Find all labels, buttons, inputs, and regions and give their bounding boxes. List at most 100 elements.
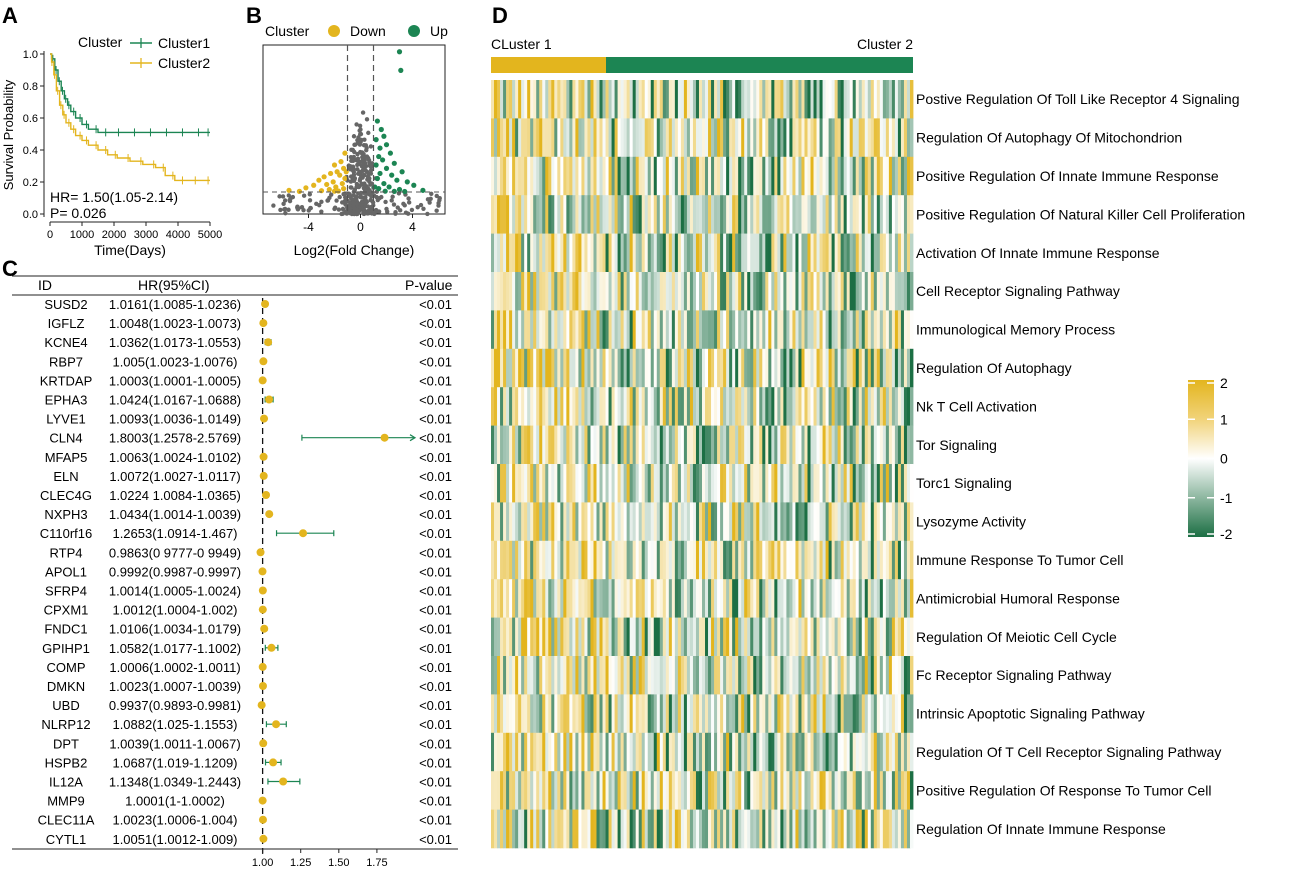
heatmap-cell xyxy=(882,233,887,273)
heatmap-cell xyxy=(527,771,531,810)
heatmap-cell xyxy=(879,617,884,657)
heatmap-cell xyxy=(650,118,655,158)
heatmap-cell xyxy=(509,464,513,503)
heatmap-cell xyxy=(774,502,778,542)
heatmap-cell xyxy=(653,156,658,196)
heatmap-cell xyxy=(846,80,851,119)
heatmap-cell xyxy=(756,809,760,849)
heatmap-cell xyxy=(879,771,884,810)
heatmap-cell xyxy=(765,348,769,388)
heatmap-cell xyxy=(825,809,829,849)
heatmap-cell xyxy=(849,348,854,388)
forest-x-tick-label: 1.50 xyxy=(328,857,349,869)
heatmap-cell xyxy=(723,348,727,388)
panel-label-a: A xyxy=(2,3,18,28)
heatmap-cell xyxy=(705,656,709,695)
heatmap-cell xyxy=(798,195,802,234)
heatmap-cell xyxy=(689,425,694,465)
heatmap-cell xyxy=(795,809,799,849)
heatmap-cell xyxy=(530,809,534,849)
heatmap-cell xyxy=(605,118,609,158)
heatmap-cell xyxy=(807,694,811,734)
heatmap-cell xyxy=(846,387,851,426)
heatmap-cell xyxy=(717,617,721,657)
heatmap-cell xyxy=(738,387,742,426)
heatmap-cell xyxy=(587,694,591,734)
heatmap-cell xyxy=(828,540,833,580)
heatmap-cell xyxy=(714,809,718,849)
heatmap-cell xyxy=(578,502,582,542)
heatmap-cell xyxy=(641,310,646,350)
forest-header-hr: HR(95%CI) xyxy=(138,277,210,293)
heatmap-cell xyxy=(521,425,525,465)
heatmap-cell xyxy=(873,579,878,618)
heatmap-cell xyxy=(617,272,622,311)
heatmap-cell xyxy=(512,80,516,119)
heatmap-cell xyxy=(656,195,661,234)
heatmap-cell xyxy=(491,387,495,426)
heatmap-cell xyxy=(512,732,516,772)
heatmap-cell xyxy=(750,732,754,772)
heatmap-cell xyxy=(894,80,899,119)
forest-row-id: CLEC4G xyxy=(40,488,92,503)
heatmap-cell xyxy=(756,195,760,234)
heatmap-cell xyxy=(813,464,817,503)
heatmap-cell xyxy=(608,656,612,695)
heatmap-cell xyxy=(888,272,893,311)
heatmap-cell xyxy=(557,656,561,695)
heatmap-cell xyxy=(813,80,817,119)
heatmap-cell xyxy=(602,272,606,311)
heatmap-row-label: Tor Signaling xyxy=(916,437,997,453)
heatmap-cell xyxy=(876,80,881,119)
heatmap-cell xyxy=(590,348,594,388)
heatmap-cell xyxy=(798,579,802,618)
volcano-point-ns xyxy=(347,207,352,212)
heatmap-cell xyxy=(677,809,682,849)
heatmap-cell xyxy=(894,809,899,849)
heatmap-cell xyxy=(656,502,661,542)
heatmap-cell xyxy=(801,464,805,503)
heatmap-cell xyxy=(683,233,688,273)
heatmap-cell xyxy=(825,348,829,388)
heatmap-cell xyxy=(524,579,528,618)
volcano-point-ns xyxy=(361,160,367,165)
heatmap-cell xyxy=(741,694,745,734)
heatmap-cell xyxy=(756,348,760,388)
heatmap-cell xyxy=(843,348,848,388)
heatmap-cell xyxy=(825,233,829,273)
heatmap-cell xyxy=(858,233,863,273)
heatmap-cell xyxy=(506,540,510,580)
heatmap-cell xyxy=(843,310,848,350)
heatmap-cell xyxy=(777,233,781,273)
heatmap-cell xyxy=(491,617,495,657)
heatmap-cell xyxy=(635,425,640,465)
heatmap-cell xyxy=(671,732,676,772)
heatmap-cell xyxy=(584,617,588,657)
heatmap-cell xyxy=(557,464,561,503)
heatmap-cell xyxy=(554,348,558,388)
heatmap-cell xyxy=(497,233,501,273)
heatmap-cell xyxy=(602,464,606,503)
heatmap-cell xyxy=(864,502,869,542)
heatmap-cell xyxy=(569,195,573,234)
heatmap-cell xyxy=(665,195,670,234)
heatmap-cell xyxy=(810,464,814,503)
volcano-point-up xyxy=(382,188,388,194)
heatmap-cell xyxy=(849,464,854,503)
heatmap-cell xyxy=(689,233,694,273)
heatmap-cell xyxy=(861,233,866,273)
heatmap-cell xyxy=(732,348,736,388)
heatmap-cell xyxy=(638,195,643,234)
heatmap-cell xyxy=(590,809,594,849)
legend-marker-down xyxy=(328,25,340,37)
heatmap-cell xyxy=(662,156,667,196)
heatmap-row-label: Nk T Cell Activation xyxy=(916,398,1037,414)
heatmap-cluster1-label: CLuster 1 xyxy=(491,36,552,52)
heatmap-cell xyxy=(738,617,742,657)
heatmap-cell xyxy=(521,233,525,273)
survival-curve-cluster1 xyxy=(50,53,210,134)
heatmap-cell xyxy=(668,732,673,772)
heatmap-cell xyxy=(867,617,872,657)
heatmap-cell xyxy=(563,502,567,542)
heatmap-cell xyxy=(662,694,667,734)
